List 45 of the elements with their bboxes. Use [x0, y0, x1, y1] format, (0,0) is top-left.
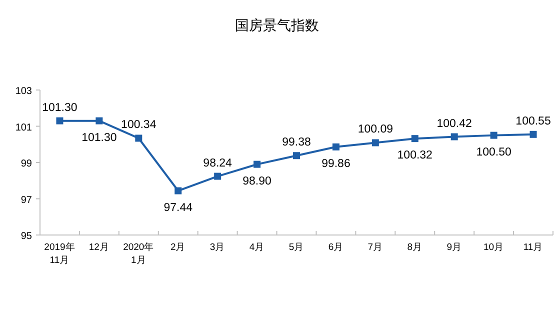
label: 100.55: [516, 115, 551, 128]
label: 99.86: [322, 158, 350, 170]
label: 97.44: [164, 202, 192, 214]
ytick: 97: [20, 194, 32, 206]
ytick: 103: [15, 86, 32, 97]
xtick: 6月: [328, 242, 344, 253]
point: [254, 160, 261, 168]
point: [530, 130, 537, 138]
label: 101.30: [82, 132, 117, 144]
point: [450, 133, 458, 140]
point: [214, 172, 222, 180]
label: 101.30: [42, 102, 78, 114]
xtick: 2020年 1月: [123, 242, 154, 266]
xtick: 12月: [88, 242, 110, 253]
point: [96, 117, 103, 124]
point: [411, 135, 418, 142]
xtick: 7月: [368, 242, 384, 253]
title: 国房景气指数: [235, 17, 319, 33]
xtick: 11月: [523, 242, 544, 253]
point: [490, 132, 498, 139]
ytick: 95: [20, 231, 32, 242]
label: 98.24: [203, 157, 232, 170]
point: [56, 117, 64, 124]
point: [174, 187, 182, 194]
point: [293, 152, 300, 160]
label: 100.42: [436, 118, 472, 130]
label: 99.38: [282, 136, 311, 149]
point: [135, 134, 142, 142]
ytick: 101: [15, 122, 32, 134]
ytick: 99: [20, 158, 32, 170]
xtick: 4月: [249, 242, 265, 253]
label: 98.90: [242, 175, 272, 188]
label: 100.34: [121, 119, 156, 132]
point: [332, 143, 340, 150]
point: [372, 139, 379, 146]
xtick: 10月: [484, 242, 504, 253]
label: 100.50: [476, 146, 512, 158]
xtick: 2019年 11月: [44, 242, 76, 266]
xtick: 8月: [407, 242, 423, 253]
xtick: 3月: [210, 242, 226, 253]
label: 100.09: [358, 124, 394, 136]
xtick: 5月: [288, 242, 304, 253]
xtick: 2月: [170, 242, 186, 253]
label: 100.32: [397, 150, 432, 162]
xtick: 9月: [446, 242, 462, 253]
